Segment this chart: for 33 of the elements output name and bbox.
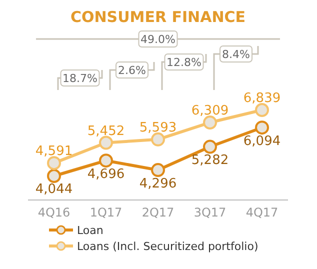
data-label: 4,591 (35, 144, 73, 160)
point (255, 120, 269, 135)
data-label: 4,296 (139, 176, 177, 192)
bracket: 8.4% (213, 46, 259, 90)
point (151, 132, 165, 146)
point (151, 163, 165, 178)
data-label: 5,593 (139, 120, 177, 136)
chart-title: CONSUMER FINANCE (69, 8, 247, 28)
point (99, 154, 113, 168)
x-tick-label: 2Q17 (142, 206, 174, 220)
bracket: 18.7% (57, 70, 103, 90)
x-tick-label: 1Q17 (90, 206, 122, 220)
data-label: 6,839 (243, 91, 281, 106)
bracket: 2.6% (109, 62, 155, 90)
point (255, 103, 269, 117)
data-label: 6,309 (191, 104, 229, 119)
point (203, 116, 217, 130)
legend-label: Loan (77, 224, 104, 236)
point (47, 156, 61, 170)
bracket: 12.8% (161, 54, 207, 90)
data-label: 5,282 (191, 152, 229, 168)
bracket: 49.0% (36, 30, 280, 48)
data-label: 4,696 (87, 166, 125, 182)
data-label: 5,452 (87, 124, 125, 139)
legend-label: Loans (Incl. Securitized portfolio) (77, 240, 258, 252)
point (47, 169, 61, 183)
x-tick-label: 3Q17 (194, 206, 226, 220)
point (203, 140, 217, 154)
point (99, 136, 113, 150)
x-tick-label: 4Q16 (38, 206, 70, 220)
data-label: 6,094 (243, 134, 281, 149)
data-label: 4,044 (35, 182, 73, 198)
x-tick-label: 4Q17 (246, 206, 278, 220)
